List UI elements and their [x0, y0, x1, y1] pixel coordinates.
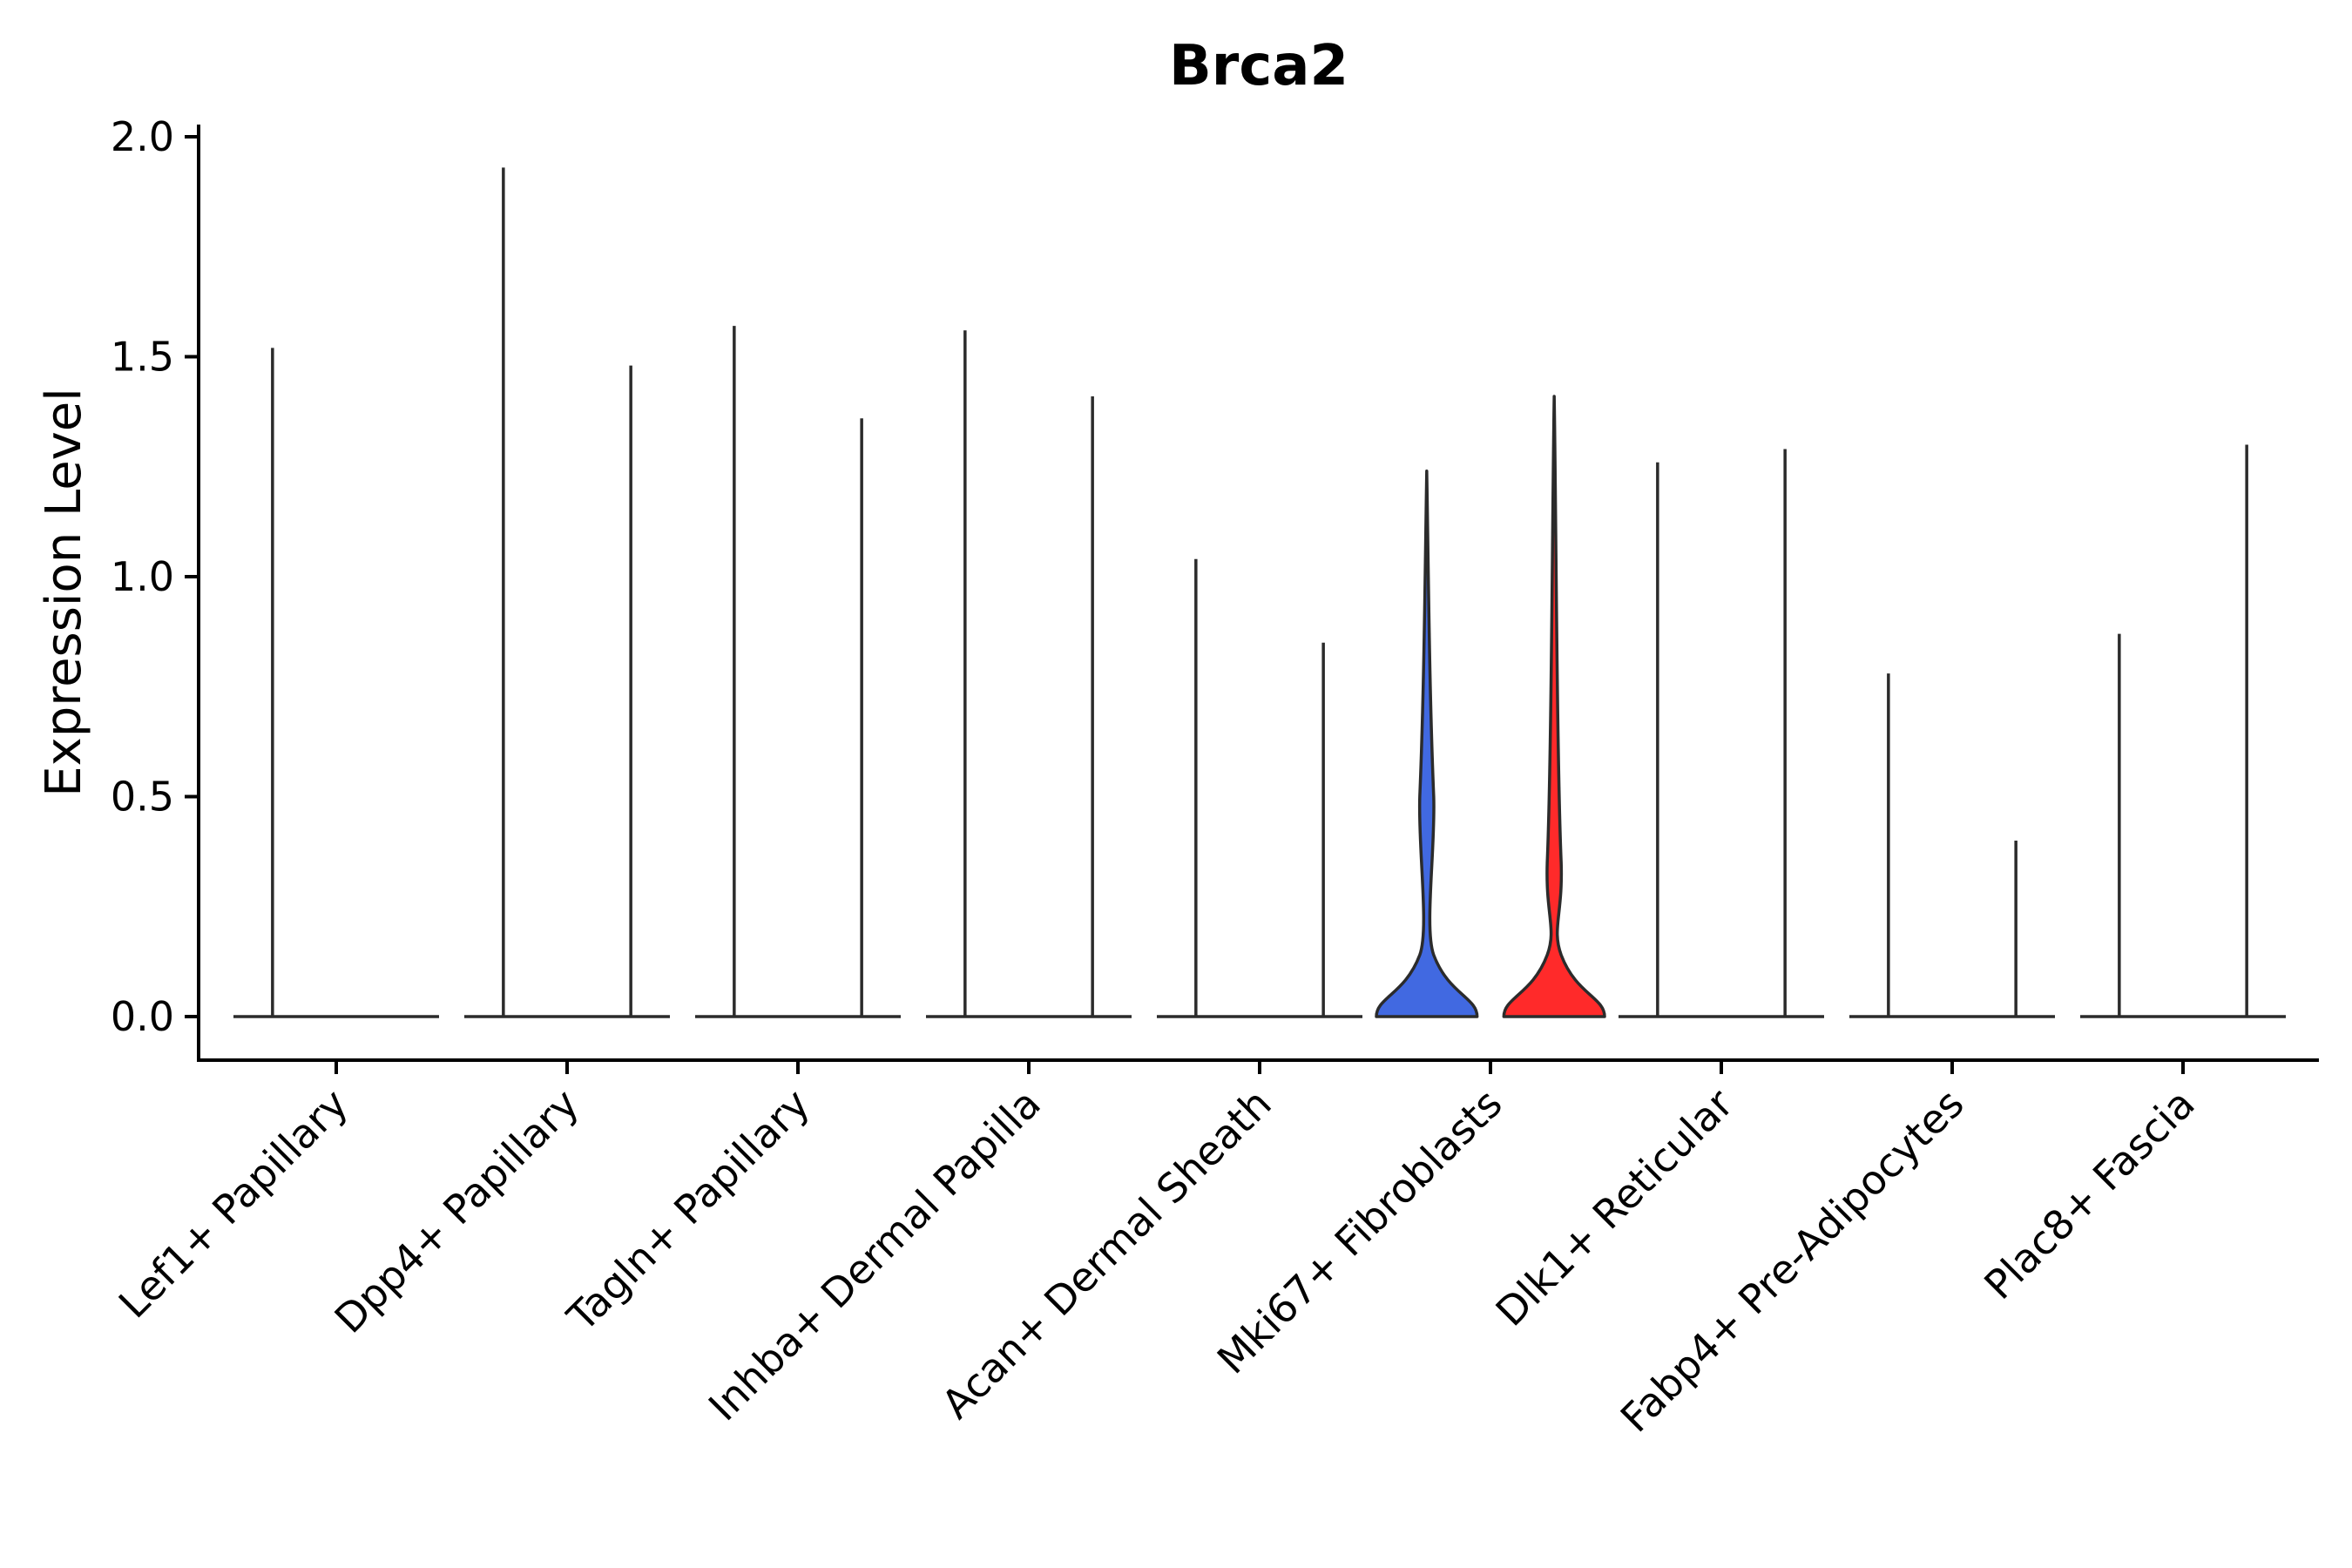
y-tick-label: 1.5 — [111, 334, 174, 381]
y-tick-label: 0.0 — [111, 993, 174, 1040]
y-tick-label: 0.5 — [111, 774, 174, 821]
violin-group — [233, 167, 2286, 1018]
y-axis: 0.0 0.5 1.0 1.5 2.0 — [111, 113, 200, 1060]
x-tick-label: Lef1+ Papillary — [110, 1080, 357, 1328]
y-tick-label: 1.0 — [111, 553, 174, 600]
x-tick-label: Tagln+ Papillary — [558, 1080, 819, 1342]
x-tick-label: Dpp4+ Papillary — [326, 1080, 588, 1342]
chart-title: Brca2 — [1169, 34, 1348, 98]
y-axis-label: Expression Level — [36, 388, 92, 797]
violin-right — [1502, 395, 1606, 1018]
violin-left — [1375, 470, 1479, 1018]
x-tick-label: Dlk1+ Reticular — [1487, 1080, 1742, 1335]
y-tick-label: 2.0 — [111, 113, 174, 160]
x-tick-label: Plac8+ Fascia — [1975, 1080, 2203, 1308]
